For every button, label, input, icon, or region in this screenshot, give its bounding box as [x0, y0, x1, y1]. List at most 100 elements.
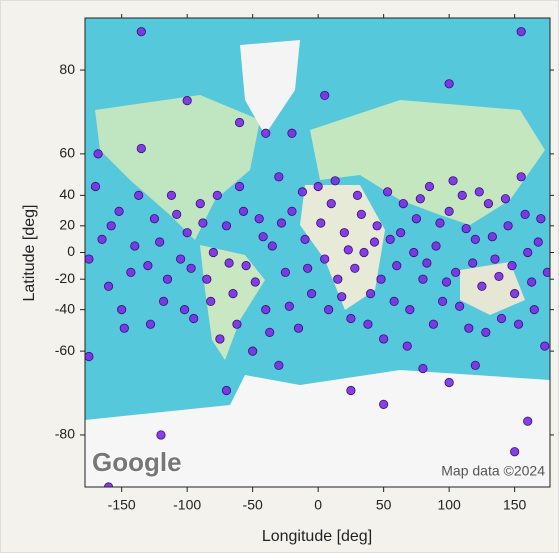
point [449, 177, 457, 185]
point [239, 207, 247, 215]
point [442, 278, 450, 286]
point [347, 314, 355, 322]
point [455, 302, 463, 310]
point [484, 199, 492, 207]
point [262, 305, 270, 313]
point [501, 195, 509, 203]
point [285, 302, 293, 310]
point [146, 320, 154, 328]
point [127, 268, 135, 276]
point [429, 320, 437, 328]
point [438, 297, 446, 305]
attribution: Map data ©2024 [441, 463, 545, 479]
point [353, 191, 361, 199]
point [347, 386, 355, 394]
point [251, 278, 259, 286]
point [321, 255, 329, 263]
y-tick-label: 0 [67, 243, 75, 259]
point [377, 275, 385, 283]
point [471, 235, 479, 243]
point [288, 129, 296, 137]
point [344, 246, 352, 254]
point [281, 268, 289, 276]
point [465, 324, 473, 332]
point [120, 324, 128, 332]
point [334, 275, 342, 283]
point [497, 314, 505, 322]
point [419, 275, 427, 283]
y-tick-label: -60 [55, 342, 75, 358]
x-tick-label: 50 [376, 497, 392, 513]
point [406, 305, 414, 313]
x-tick-label: -50 [243, 497, 263, 513]
point [225, 259, 233, 267]
point [298, 188, 306, 196]
y-tick-label: -40 [55, 300, 75, 316]
point [187, 264, 195, 272]
point [167, 191, 175, 199]
point [504, 222, 512, 230]
point [91, 182, 99, 190]
point [469, 259, 477, 267]
point [425, 182, 433, 190]
point [445, 378, 453, 386]
y-tick-label: 40 [59, 186, 75, 202]
point [163, 275, 171, 283]
point [491, 255, 499, 263]
point [307, 289, 315, 297]
point [514, 320, 522, 328]
point [144, 261, 152, 269]
point [222, 222, 230, 230]
point [445, 80, 453, 88]
point [213, 191, 221, 199]
point [98, 235, 106, 243]
point [131, 242, 139, 250]
point [383, 188, 391, 196]
point [235, 118, 243, 126]
point [462, 224, 470, 232]
point [275, 361, 283, 369]
point [416, 195, 424, 203]
point [317, 219, 325, 227]
map [85, 18, 550, 487]
point [331, 177, 339, 185]
point [314, 182, 322, 190]
point [180, 305, 188, 313]
chart: Google Map data ©2024 Longitude [deg] La… [0, 0, 559, 553]
y-axis-label: Latitude [deg] [21, 205, 38, 302]
point [410, 248, 418, 256]
point [268, 242, 276, 250]
point [510, 289, 518, 297]
point [478, 282, 486, 290]
point [521, 210, 529, 218]
point [364, 320, 372, 328]
point [541, 342, 549, 350]
point [216, 335, 224, 343]
point [262, 129, 270, 137]
point [277, 219, 285, 227]
point [172, 210, 180, 218]
point [517, 27, 525, 35]
x-tick-label: 100 [437, 497, 461, 513]
point [301, 235, 309, 243]
point [412, 215, 420, 223]
point [155, 238, 163, 246]
y-tick-label: 20 [59, 217, 75, 233]
point [399, 199, 407, 207]
point [524, 417, 532, 425]
point [222, 386, 230, 394]
point [209, 248, 217, 256]
point [117, 305, 125, 313]
point [340, 228, 348, 236]
x-tick-label: -150 [108, 497, 136, 513]
point [366, 289, 374, 297]
point [419, 364, 427, 372]
point [524, 248, 532, 256]
point [150, 215, 158, 223]
point [135, 191, 143, 199]
point [423, 259, 431, 267]
point [288, 207, 296, 215]
point [537, 215, 545, 223]
x-tick-label: -100 [173, 497, 201, 513]
point [327, 199, 335, 207]
